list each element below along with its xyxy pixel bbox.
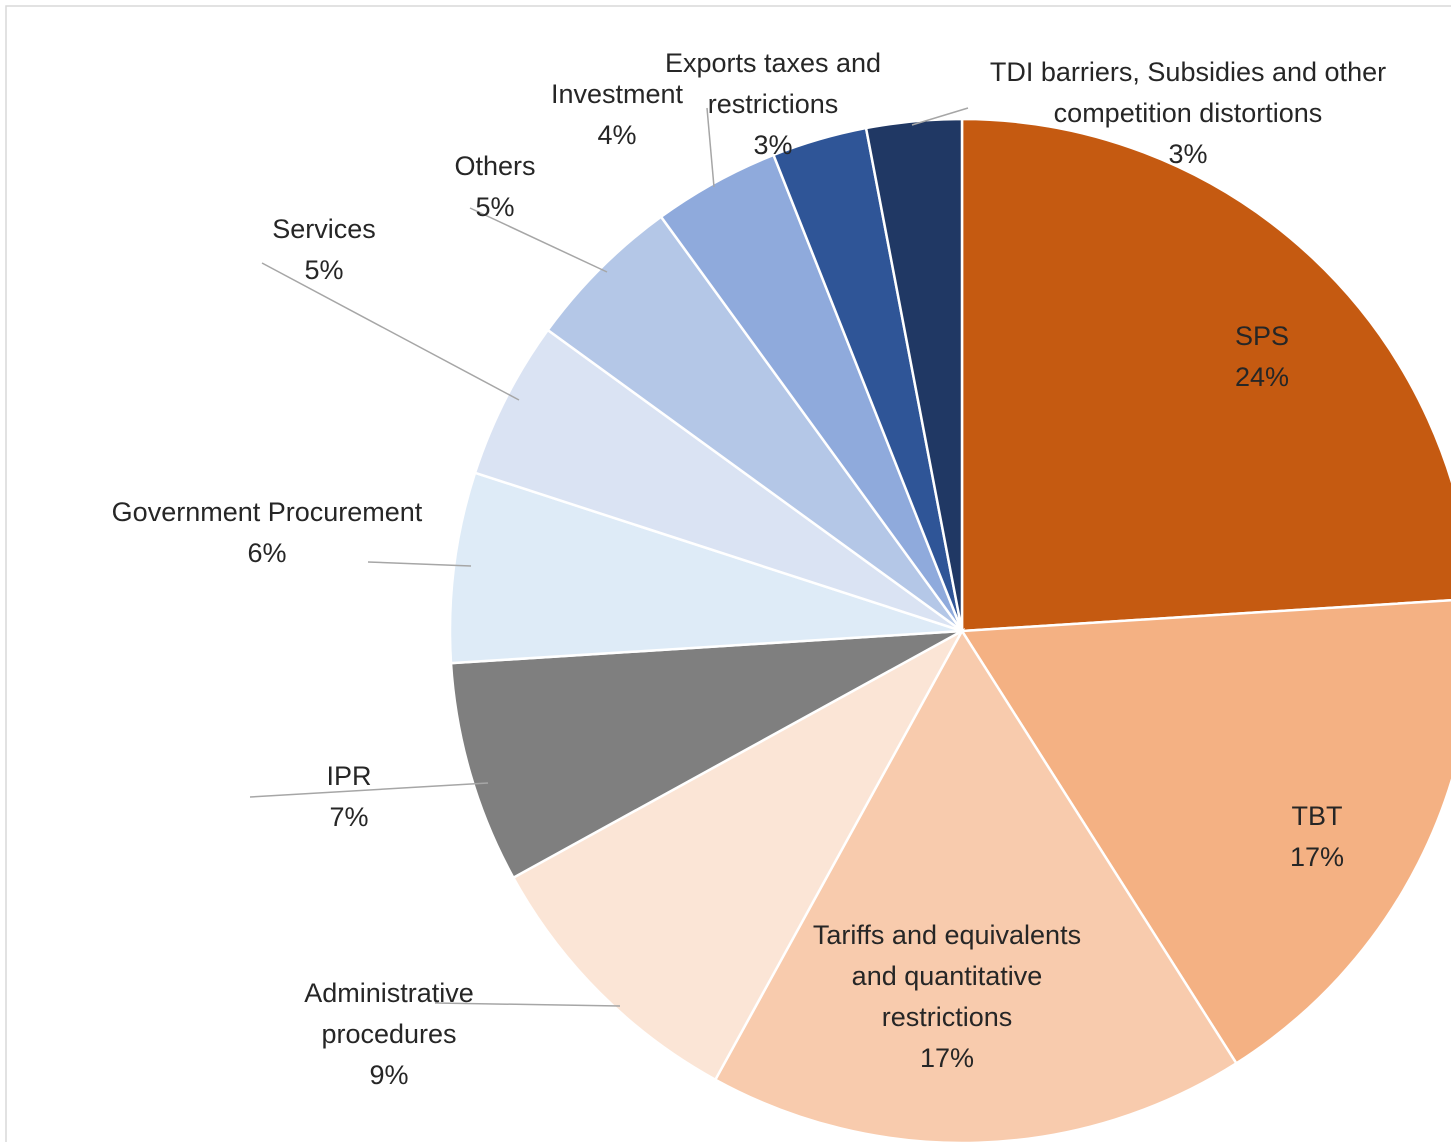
slice-label-2: Tariffs and equivalents and quantitative r… bbox=[813, 920, 1081, 1073]
slice-category-label: procedures bbox=[321, 1019, 456, 1049]
slice-category-label: Exports taxes and bbox=[665, 48, 881, 78]
pie-slice-4 bbox=[449, 629, 963, 880]
slice-value-label: 4% bbox=[597, 120, 636, 150]
pie-slice-6 bbox=[473, 328, 963, 633]
slice-category-label: IPR bbox=[326, 761, 371, 791]
slice-value-label: 9% bbox=[369, 1060, 408, 1090]
pie-slice-2 bbox=[713, 628, 1239, 1142]
leader-line-10 bbox=[911, 107, 969, 126]
pie-slice-3 bbox=[511, 627, 966, 1082]
slices-layer bbox=[448, 117, 1451, 1142]
slice-value-label: 3% bbox=[753, 130, 792, 160]
slice-label-1: TBT 17% bbox=[1290, 801, 1344, 872]
slice-label-9: Exports taxes and restrictions 3% bbox=[665, 48, 881, 160]
pie-slice-5 bbox=[448, 471, 963, 665]
slice-category-label: Administrative bbox=[304, 978, 474, 1008]
slice-category-label: SPS bbox=[1235, 321, 1289, 351]
pie-slice-10 bbox=[864, 117, 964, 632]
slice-value-label: 24% bbox=[1235, 362, 1289, 392]
leader-line-3 bbox=[434, 1002, 621, 1007]
slice-value-label: 5% bbox=[475, 192, 514, 222]
slice-value-label: 17% bbox=[920, 1043, 974, 1073]
slice-category-label: Investment bbox=[551, 79, 684, 109]
slice-value-label: 7% bbox=[329, 802, 368, 832]
slice-label-0: SPS 24% bbox=[1235, 321, 1289, 392]
slice-label-8: Investment 4% bbox=[551, 79, 684, 150]
slice-category-label: restrictions bbox=[708, 89, 839, 119]
leader-lines-layer bbox=[249, 107, 969, 1007]
slice-value-label: 6% bbox=[247, 538, 286, 568]
slice-category-label: and quantitative bbox=[852, 961, 1043, 991]
slice-label-4: IPR 7% bbox=[326, 761, 371, 832]
slice-label-6: Services 5% bbox=[272, 214, 376, 285]
leader-line-4 bbox=[249, 782, 489, 798]
slice-category-label: restrictions bbox=[882, 1002, 1013, 1032]
slice-label-7: Others 5% bbox=[454, 151, 535, 222]
slice-label-5: Government Procurement 6% bbox=[112, 497, 423, 568]
leader-line-8 bbox=[706, 107, 715, 188]
pie-slice-0 bbox=[960, 117, 1451, 633]
slice-category-label: TBT bbox=[1292, 801, 1343, 831]
labels-layer: SPS 24% TBT 17% Tariffs and equivalents and q… bbox=[112, 48, 1386, 1090]
slice-label-3: Administrative procedures 9% bbox=[304, 978, 474, 1090]
slice-category-label: Services bbox=[272, 214, 376, 244]
slice-category-label: competition distortions bbox=[1054, 98, 1323, 128]
slice-value-label: 17% bbox=[1290, 842, 1344, 872]
pie-slice-1 bbox=[959, 598, 1451, 1066]
slice-value-label: 5% bbox=[304, 255, 343, 285]
slice-label-10: TDI barriers, Subsidies and other competi… bbox=[990, 57, 1386, 169]
slice-category-label: Tariffs and equivalents bbox=[813, 920, 1081, 950]
leader-line-5 bbox=[367, 561, 472, 567]
slice-category-label: Others bbox=[454, 151, 535, 181]
leader-line-7 bbox=[469, 207, 608, 273]
leader-line-6 bbox=[261, 262, 520, 401]
slice-category-label: Government Procurement bbox=[112, 497, 423, 527]
slice-value-label: 3% bbox=[1168, 139, 1207, 169]
slice-category-label: TDI barriers, Subsidies and other bbox=[990, 57, 1386, 87]
